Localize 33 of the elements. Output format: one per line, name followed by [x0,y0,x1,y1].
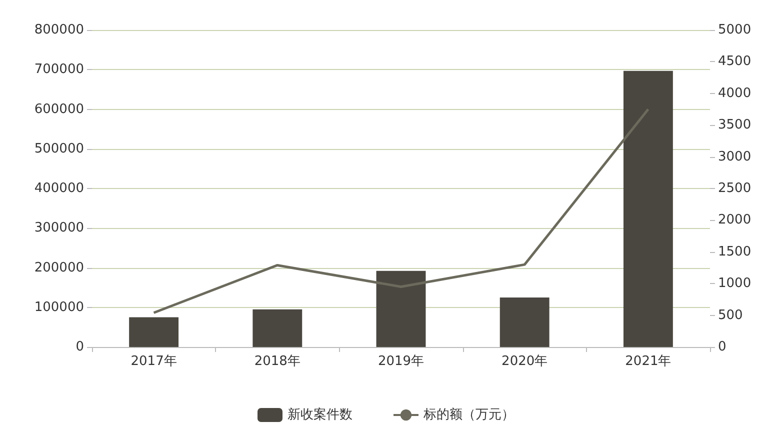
bar [252,309,302,347]
legend-label: 标的额（万元） [422,408,514,422]
y2-tick-label: 3000 [718,149,752,164]
y2-tick-label: 2000 [718,212,752,228]
y2-tick-label: 0 [718,340,726,354]
y-tick-label: 800000 [34,22,84,38]
y2-tick-label: 3500 [718,118,752,133]
bar [623,70,673,347]
y-tick-label: 400000 [34,181,84,196]
y2-tick-label: 4000 [718,86,752,101]
x-tick-label: 2018年 [254,354,300,369]
y-tick-label: 700000 [34,62,84,78]
y-tick-label: 200000 [34,260,84,276]
bar [129,317,179,347]
y2-tick-label: 1000 [718,276,752,292]
y2-tick-label: 2500 [718,181,752,196]
x-tick-label: 2017年 [130,354,177,369]
legend-label: 新收案件数 [288,406,352,422]
y-tick-label: 100000 [34,300,84,315]
y-tick-label: 500000 [34,141,84,156]
y-tick-label: 300000 [34,220,84,236]
y-tick-label: 600000 [34,102,84,117]
x-tick-label: 2020年 [502,354,548,369]
y-tick-label: 0 [76,340,84,354]
x-tick-label: 2021年 [625,354,672,369]
line-series [152,108,650,314]
bar [376,270,426,347]
x-tick-label: 2019年 [378,354,424,369]
y2-tick-label: 5000 [718,22,752,38]
y2-tick-label: 500 [718,308,743,323]
bar [500,297,550,347]
y2-tick-label: 4500 [718,54,752,70]
y2-tick-label: 1500 [718,244,752,260]
